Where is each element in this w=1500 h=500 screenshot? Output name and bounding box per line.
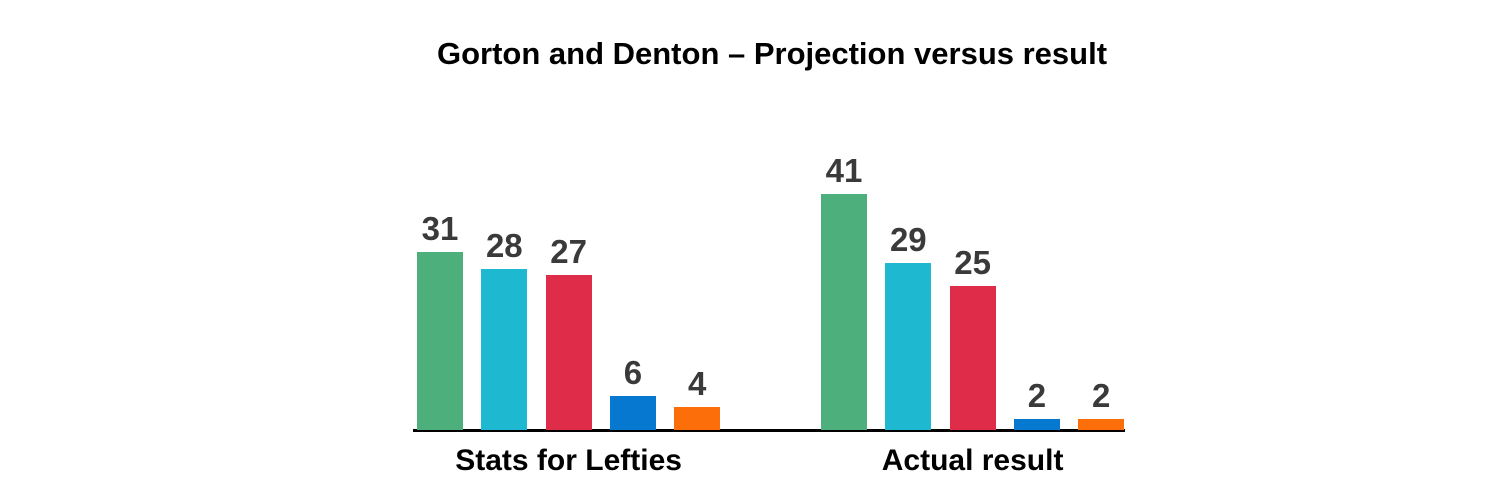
value-label-stats-for-lefties-orange-series: 4 <box>688 365 707 402</box>
bar-stats-for-lefties-red-series <box>545 274 592 430</box>
category-label-actual-result: Actual result <box>881 444 1064 477</box>
value-label-stats-for-lefties-green-series: 31 <box>421 209 459 247</box>
bar-stats-for-lefties-green-series <box>417 251 463 430</box>
chart-title: Gorton and Denton – Projection versus re… <box>436 36 1108 71</box>
value-label-actual-result-cyan-series: 29 <box>889 221 927 259</box>
bar-actual-result-green-series <box>821 194 867 430</box>
value-label-actual-result-red-series: 25 <box>954 244 991 282</box>
category-label-stats-for-lefties: Stats for Lefties <box>455 444 682 477</box>
bar-actual-result-cyan-series <box>885 263 932 430</box>
bar-stats-for-lefties-blue-series <box>609 395 656 430</box>
bar-actual-result-orange-series <box>1078 418 1125 430</box>
value-label-actual-result-blue-series: 2 <box>1027 376 1047 414</box>
bar-stats-for-lefties-orange-series <box>674 407 721 430</box>
value-label-stats-for-lefties-blue-series: 6 <box>623 353 643 391</box>
value-label-stats-for-lefties-cyan-series: 28 <box>485 227 523 264</box>
value-label-actual-result-orange-series: 2 <box>1092 376 1111 414</box>
value-label-actual-result-green-series: 41 <box>825 152 863 190</box>
x-axis-line <box>413 429 1125 432</box>
bar-actual-result-red-series <box>949 286 996 430</box>
bar-actual-result-blue-series <box>1013 418 1060 430</box>
bar-stats-for-lefties-cyan-series <box>481 269 528 430</box>
value-label-stats-for-lefties-red-series: 27 <box>550 232 587 270</box>
